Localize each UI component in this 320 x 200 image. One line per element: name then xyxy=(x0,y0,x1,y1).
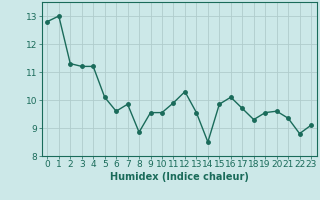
X-axis label: Humidex (Indice chaleur): Humidex (Indice chaleur) xyxy=(110,172,249,182)
